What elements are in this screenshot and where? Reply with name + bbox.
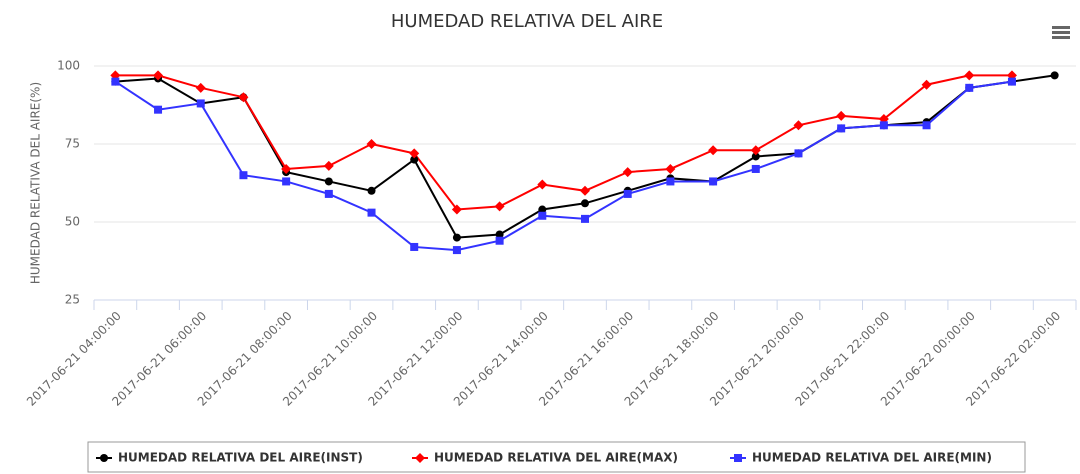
marker (495, 230, 504, 239)
x-tick-label: 2017-06-21 16:00:00 (536, 309, 636, 409)
marker (922, 121, 931, 130)
marker (794, 149, 803, 158)
x-tick-label: 2017-06-22 02:00:00 (963, 309, 1063, 409)
marker (581, 199, 589, 208)
x-tick-label: 2017-06-21 18:00:00 (622, 309, 722, 409)
marker (734, 454, 742, 462)
y-tick-label: 25 (65, 293, 80, 307)
marker (367, 186, 376, 195)
x-tick-label: 2017-06-21 12:00:00 (365, 309, 465, 409)
marker (494, 201, 505, 212)
marker (709, 177, 718, 186)
marker (282, 177, 291, 186)
marker (324, 189, 333, 198)
marker (195, 82, 206, 93)
marker (965, 83, 974, 92)
series-line (115, 74, 1055, 239)
y-tick-label: 100 (57, 59, 80, 73)
legend-item[interactable]: HUMEDAD RELATIVA DEL AIRE(MIN) (730, 451, 992, 465)
marker (409, 148, 420, 159)
marker (367, 208, 376, 217)
legend-item[interactable]: HUMEDAD RELATIVA DEL AIRE(MAX) (412, 451, 678, 465)
marker (324, 177, 333, 186)
x-tick-label: 2017-06-21 20:00:00 (707, 309, 807, 409)
x-tick-label: 2017-06-21 14:00:00 (451, 309, 551, 409)
marker (410, 242, 419, 251)
marker (793, 120, 804, 131)
marker (451, 204, 462, 215)
x-tick-label: 2017-06-21 08:00:00 (195, 309, 295, 409)
legend-item[interactable]: HUMEDAD RELATIVA DEL AIRE(INST) (96, 451, 363, 465)
marker (751, 152, 760, 161)
legend-label: HUMEDAD RELATIVA DEL AIRE(MIN) (752, 451, 992, 465)
marker (581, 214, 589, 223)
marker (366, 139, 377, 149)
marker (196, 99, 205, 108)
marker (154, 105, 163, 114)
series-line (114, 80, 1013, 252)
marker (921, 79, 932, 90)
marker (708, 145, 719, 156)
marker (964, 70, 975, 81)
x-tick-label: 2017-06-22 00:00:00 (878, 309, 978, 409)
marker (538, 205, 547, 214)
legend-label: HUMEDAD RELATIVA DEL AIRE(MAX) (434, 451, 678, 465)
marker (281, 163, 292, 174)
marker (537, 179, 548, 190)
marker (495, 236, 504, 245)
legend-label: HUMEDAD RELATIVA DEL AIRE(INST) (118, 451, 363, 465)
marker (751, 164, 760, 173)
menu-button[interactable] (1048, 18, 1074, 44)
marker (538, 211, 547, 220)
marker (666, 177, 675, 186)
y-tick-label: 50 (65, 215, 80, 229)
marker (238, 92, 249, 103)
marker (1050, 71, 1059, 80)
y-tick-label: 75 (65, 137, 80, 151)
marker (452, 246, 461, 255)
marker (837, 124, 846, 133)
y-axis-title: HUMEDAD RELATIVA DEL AIRE(%) (29, 82, 43, 284)
x-tick-label: 2017-06-21 06:00:00 (109, 309, 209, 409)
marker (323, 160, 334, 171)
marker (879, 121, 888, 130)
chart-title: HUMEDAD RELATIVA DEL AIRE (391, 11, 663, 32)
marker (452, 233, 461, 242)
legend-box (87, 441, 1026, 473)
series-line (115, 74, 1012, 211)
marker (750, 145, 761, 156)
marker (623, 189, 632, 198)
x-tick-label: 2017-06-21 22:00:00 (792, 309, 892, 409)
marker (622, 167, 633, 178)
marker (1007, 77, 1016, 86)
marker (410, 155, 419, 164)
marker (580, 185, 590, 196)
marker (415, 453, 425, 463)
marker (239, 171, 248, 180)
marker (153, 70, 164, 81)
x-tick-label: 2017-06-21 04:00:00 (24, 309, 124, 409)
marker (111, 77, 120, 86)
marker (100, 454, 108, 462)
marker (665, 163, 676, 174)
marker (836, 110, 847, 121)
x-tick-label: 2017-06-21 10:00:00 (280, 309, 380, 409)
